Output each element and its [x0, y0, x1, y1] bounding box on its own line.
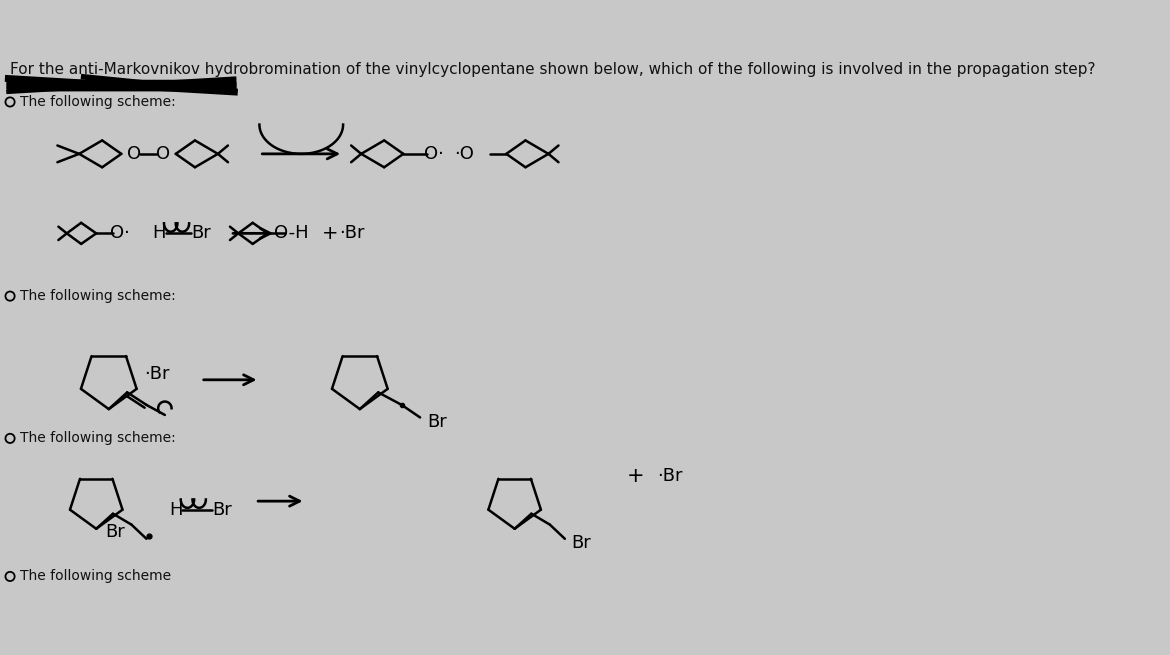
- Text: Br: Br: [427, 413, 447, 430]
- Text: ·Br: ·Br: [656, 467, 682, 485]
- Text: ·O: ·O: [454, 145, 474, 163]
- Text: +: +: [322, 224, 339, 243]
- Text: H: H: [152, 225, 166, 242]
- Text: The following scheme: The following scheme: [20, 569, 171, 584]
- Text: Br: Br: [212, 500, 232, 519]
- Text: O: O: [156, 145, 171, 163]
- Text: Br: Br: [105, 523, 124, 541]
- Text: Br: Br: [191, 225, 211, 242]
- Text: The following scheme:: The following scheme:: [20, 432, 176, 445]
- Text: O-H: O-H: [274, 225, 309, 242]
- Text: O·: O·: [110, 225, 130, 242]
- Text: Br: Br: [572, 534, 592, 552]
- Text: H: H: [168, 500, 183, 519]
- Text: +: +: [627, 466, 645, 486]
- Text: The following scheme:: The following scheme:: [20, 95, 176, 109]
- Text: O: O: [126, 145, 140, 163]
- Text: ·Br: ·Br: [144, 365, 170, 383]
- Text: For the anti-Markovnikov hydrobromination of the vinylcyclopentane shown below, : For the anti-Markovnikov hydrobrominatio…: [11, 62, 1095, 77]
- Text: O·: O·: [424, 145, 443, 163]
- Text: ·Br: ·Br: [339, 225, 364, 242]
- Text: The following scheme:: The following scheme:: [20, 289, 176, 303]
